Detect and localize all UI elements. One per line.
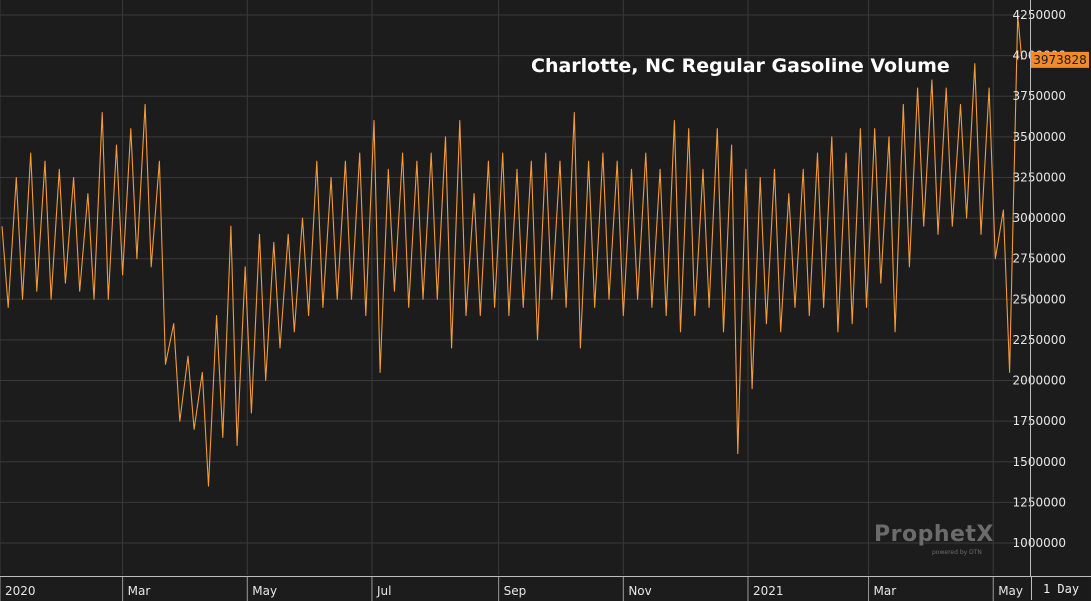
y-tick-label: 1750000 <box>1013 414 1066 428</box>
y-tick-label: 1500000 <box>1013 455 1066 469</box>
series-line <box>1 14 1023 487</box>
y-tick-label: 3500000 <box>1013 130 1066 144</box>
x-tick-label: Mar <box>128 584 151 598</box>
y-tick-label: 4250000 <box>1013 8 1066 22</box>
x-tick-label: Sep <box>504 584 527 598</box>
period-selector[interactable]: 1 Day <box>1031 577 1090 600</box>
watermark-brand: ProphetX <box>874 522 994 547</box>
x-tick-label: 2020 <box>5 584 36 598</box>
x-tick-label: 2021 <box>753 584 784 598</box>
y-tick-label: 1000000 <box>1013 536 1066 550</box>
y-tick-label: 2500000 <box>1013 292 1066 306</box>
x-tick-label: Nov <box>628 584 651 598</box>
y-tick-label: 3250000 <box>1013 170 1066 184</box>
y-tick-label: 1250000 <box>1013 495 1066 509</box>
y-tick-label: 2250000 <box>1013 333 1066 347</box>
y-tick-label: 2750000 <box>1013 252 1066 266</box>
x-tick-label: Mar <box>874 584 897 598</box>
series-layer <box>1 14 1023 487</box>
x-tick-label: May <box>252 584 277 598</box>
last-value-box <box>1031 51 1089 68</box>
chart-title: Charlotte, NC Regular Gasoline Volume <box>531 55 950 77</box>
grid-lines <box>0 0 1030 575</box>
x-tick-label: May <box>998 584 1023 598</box>
y-tick-label: 2000000 <box>1013 374 1066 388</box>
last-value-label: 3973828 <box>1033 53 1086 67</box>
y-tick-label: 3750000 <box>1013 89 1066 103</box>
x-tick-label: Jul <box>376 584 391 598</box>
prophetx-watermark: ProphetX powered by DTN <box>874 522 994 556</box>
last-value-marker: 3973828 <box>1031 51 1089 68</box>
watermark-sub: powered by DTN <box>932 549 982 556</box>
y-tick-label: 3000000 <box>1013 211 1066 225</box>
